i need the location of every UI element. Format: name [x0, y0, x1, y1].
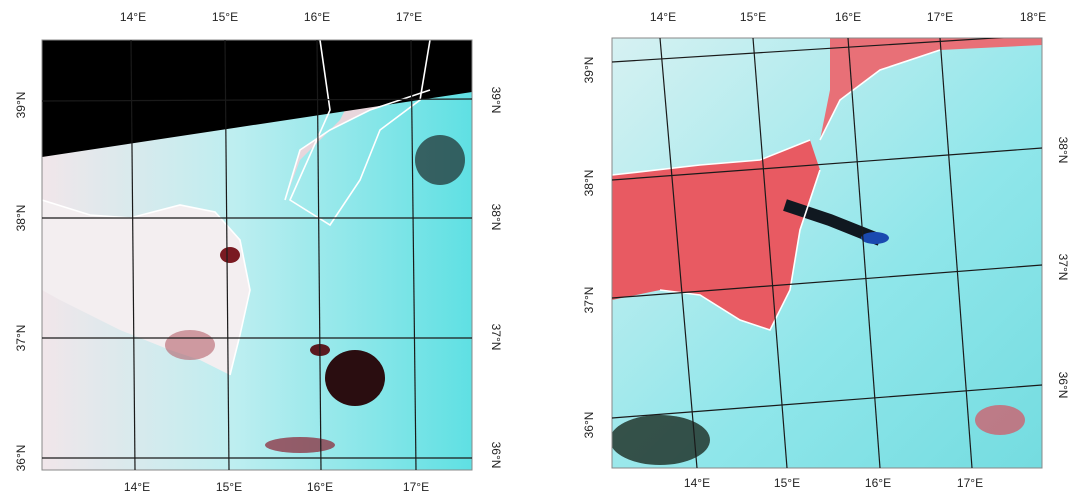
- lon-label: 14°E: [124, 480, 150, 494]
- lat-label: 38°N: [1056, 137, 1070, 164]
- right-image: [610, 38, 1042, 468]
- lon-label: 14°E: [120, 10, 146, 24]
- lat-label: 36°N: [582, 412, 596, 439]
- left-image: [42, 40, 472, 470]
- lon-label: 14°E: [684, 476, 710, 490]
- lat-label: 37°N: [14, 325, 28, 352]
- lat-label: 37°N: [1056, 254, 1070, 281]
- figure: 14°E 15°E 16°E 17°E 14°E 15°E 16°E 17°E 39°N 38°N…: [0, 0, 1070, 494]
- lon-label: 15°E: [740, 10, 766, 24]
- lat-label: 38°N: [582, 170, 596, 197]
- lon-label: 18°E: [1020, 10, 1046, 24]
- lat-label: 37°N: [489, 324, 503, 351]
- lat-label: 39°N: [582, 57, 596, 84]
- lon-label: 17°E: [403, 480, 429, 494]
- lon-label: 16°E: [835, 10, 861, 24]
- lon-label: 14°E: [650, 10, 676, 24]
- lat-label: 38°N: [14, 205, 28, 232]
- lat-label: 38°N: [489, 204, 503, 231]
- lat-label: 37°N: [582, 287, 596, 314]
- lon-label: 16°E: [865, 476, 891, 490]
- lon-label: 15°E: [212, 10, 238, 24]
- lon-label: 17°E: [396, 10, 422, 24]
- lon-label: 17°E: [927, 10, 953, 24]
- lat-label: 36°N: [14, 445, 28, 472]
- lat-label: 39°N: [14, 92, 28, 119]
- lat-label: 36°N: [1056, 372, 1070, 399]
- lat-label: 39°N: [489, 87, 503, 114]
- lon-label: 15°E: [774, 476, 800, 490]
- lat-label: 36°N: [489, 442, 503, 469]
- lon-label: 16°E: [307, 480, 333, 494]
- lon-label: 16°E: [304, 10, 330, 24]
- lon-label: 17°E: [957, 476, 983, 490]
- lon-label: 15°E: [216, 480, 242, 494]
